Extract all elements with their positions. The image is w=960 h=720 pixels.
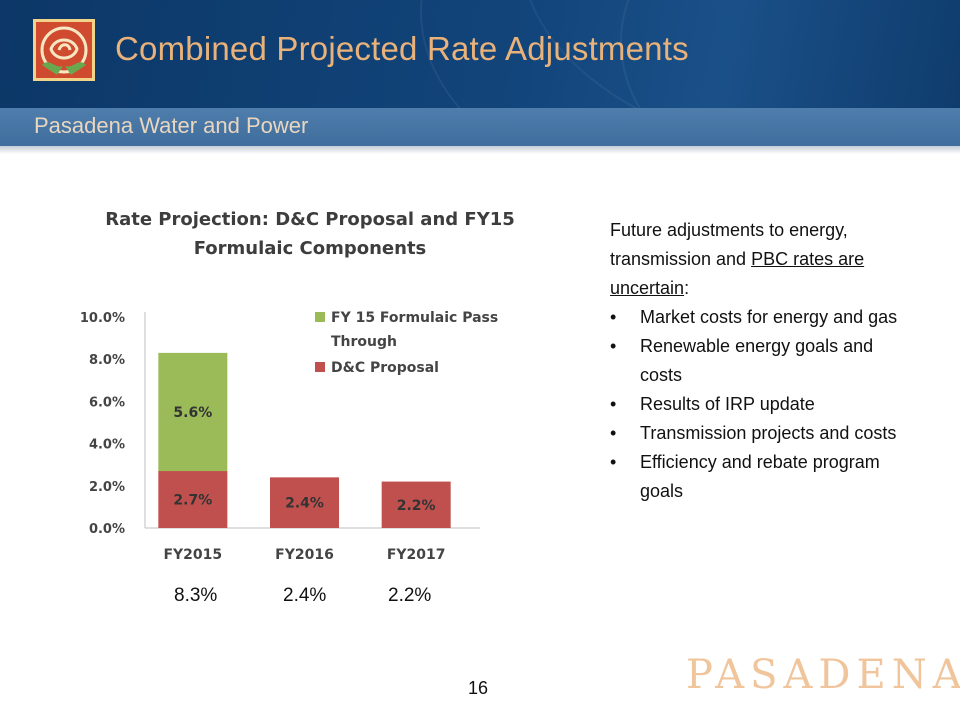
x-tick-label: FY2017 <box>387 547 446 563</box>
chart-title-line-1: Rate Projection: D&C Proposal and FY15 <box>105 209 515 230</box>
x-tick-label: FY2015 <box>163 547 222 563</box>
bar-segment <box>270 477 339 528</box>
list-item: Renewable energy goals and costs <box>610 332 910 390</box>
notes-intro-text: Future adjustments to energy, transmissi… <box>610 220 848 269</box>
total-label: 2.2% <box>388 585 432 606</box>
notes-panel: Future adjustments to energy, transmissi… <box>610 216 910 506</box>
bar-segment <box>381 481 451 528</box>
list-item: Efficiency and rebate program goals <box>610 448 910 506</box>
slide-title: Combined Projected Rate Adjustments <box>115 30 689 67</box>
bar-segment <box>158 352 228 472</box>
chart-title-line-2: Formulaic Components <box>193 238 427 259</box>
legend-swatch <box>315 362 325 372</box>
notes-intro: Future adjustments to energy, transmissi… <box>610 216 910 303</box>
legend-label: Through <box>331 334 397 350</box>
rose-logo-icon <box>33 19 95 81</box>
notes-list: Market costs for energy and gas Renewabl… <box>610 303 910 506</box>
data-label: 2.2% <box>397 498 436 514</box>
organization-name: Pasadena Water and Power <box>34 113 309 138</box>
page-number: 16 <box>468 678 489 698</box>
x-tick-label: FY2016 <box>275 547 334 563</box>
y-tick-label: 6.0% <box>89 395 125 410</box>
notes-intro-colon: : <box>684 278 690 298</box>
y-tick-label: 4.0% <box>89 438 125 453</box>
list-item: Transmission projects and costs <box>610 419 910 448</box>
pasadena-wordmark: PASADENA <box>686 652 960 698</box>
slide-subheader <box>0 108 960 146</box>
list-item: Results of IRP update <box>610 390 910 419</box>
total-label: 2.4% <box>283 585 327 606</box>
legend-label: D&C Proposal <box>331 360 439 376</box>
data-label: 2.7% <box>173 493 212 509</box>
bar-segment <box>158 471 228 528</box>
total-label: 8.3% <box>174 585 218 606</box>
legend-swatch <box>315 312 325 322</box>
slide-header <box>0 0 960 108</box>
y-tick-label: 8.0% <box>89 353 125 368</box>
notes-intro-underlined: PBC rates are uncertain <box>610 249 865 298</box>
chart-title: Rate Projection: D&C Proposal and FY15 F… <box>80 205 540 263</box>
subheader-shadow <box>0 146 960 154</box>
stacked-bar-chart: 0.0% 2.0% 4.0% 6.0% 8.0% 10.0% 2.7% 5.6% FY2015 2… <box>80 310 498 563</box>
list-item: Market costs for energy and gas <box>610 303 910 332</box>
y-tick-label: 2.0% <box>89 480 125 495</box>
y-tick-label: 10.0% <box>80 311 125 326</box>
data-label: 5.6% <box>173 405 212 421</box>
data-label: 2.4% <box>285 496 324 512</box>
legend-label: FY 15 Formulaic Pass <box>331 310 498 326</box>
y-tick-label: 0.0% <box>89 522 125 537</box>
